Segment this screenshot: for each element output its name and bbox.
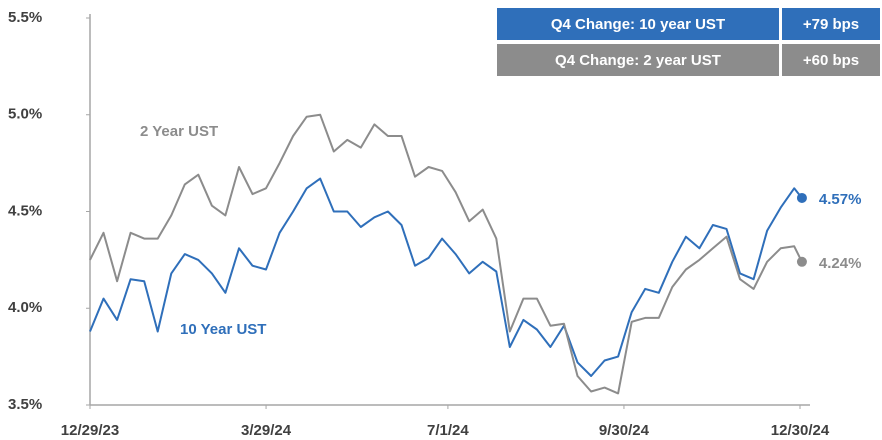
end-label: 4.24% xyxy=(819,255,862,272)
summary-label: Q4 Change: 10 year UST xyxy=(551,16,725,33)
x-tick-label: 12/29/23 xyxy=(61,422,119,439)
y-tick-label: 5.0% xyxy=(8,106,42,123)
end-label: 4.57% xyxy=(819,191,862,208)
summary-label-box xyxy=(497,44,779,76)
summary-value-box xyxy=(782,8,880,40)
x-tick-label: 12/30/24 xyxy=(771,422,830,439)
end-marker xyxy=(796,192,807,203)
y-tick-label: 4.5% xyxy=(8,202,42,219)
series-line xyxy=(89,177,803,377)
x-tick-label: 9/30/24 xyxy=(599,422,650,439)
summary-value: +60 bps xyxy=(803,52,859,69)
series-line xyxy=(89,113,803,395)
x-tick-label: 3/29/24 xyxy=(241,422,292,439)
series-label: 2 Year UST xyxy=(140,123,218,140)
y-tick-label: 5.5% xyxy=(8,9,42,26)
end-marker xyxy=(796,256,807,267)
summary-value: +79 bps xyxy=(803,16,859,33)
series-label: 10 Year UST xyxy=(180,321,266,338)
summary-label-box xyxy=(497,8,779,40)
y-tick-label: 3.5% xyxy=(8,396,42,413)
x-tick-label: 7/1/24 xyxy=(427,422,469,439)
summary-label: Q4 Change: 2 year UST xyxy=(555,52,721,69)
y-tick-label: 4.0% xyxy=(8,299,42,316)
summary-value-box xyxy=(782,44,880,76)
